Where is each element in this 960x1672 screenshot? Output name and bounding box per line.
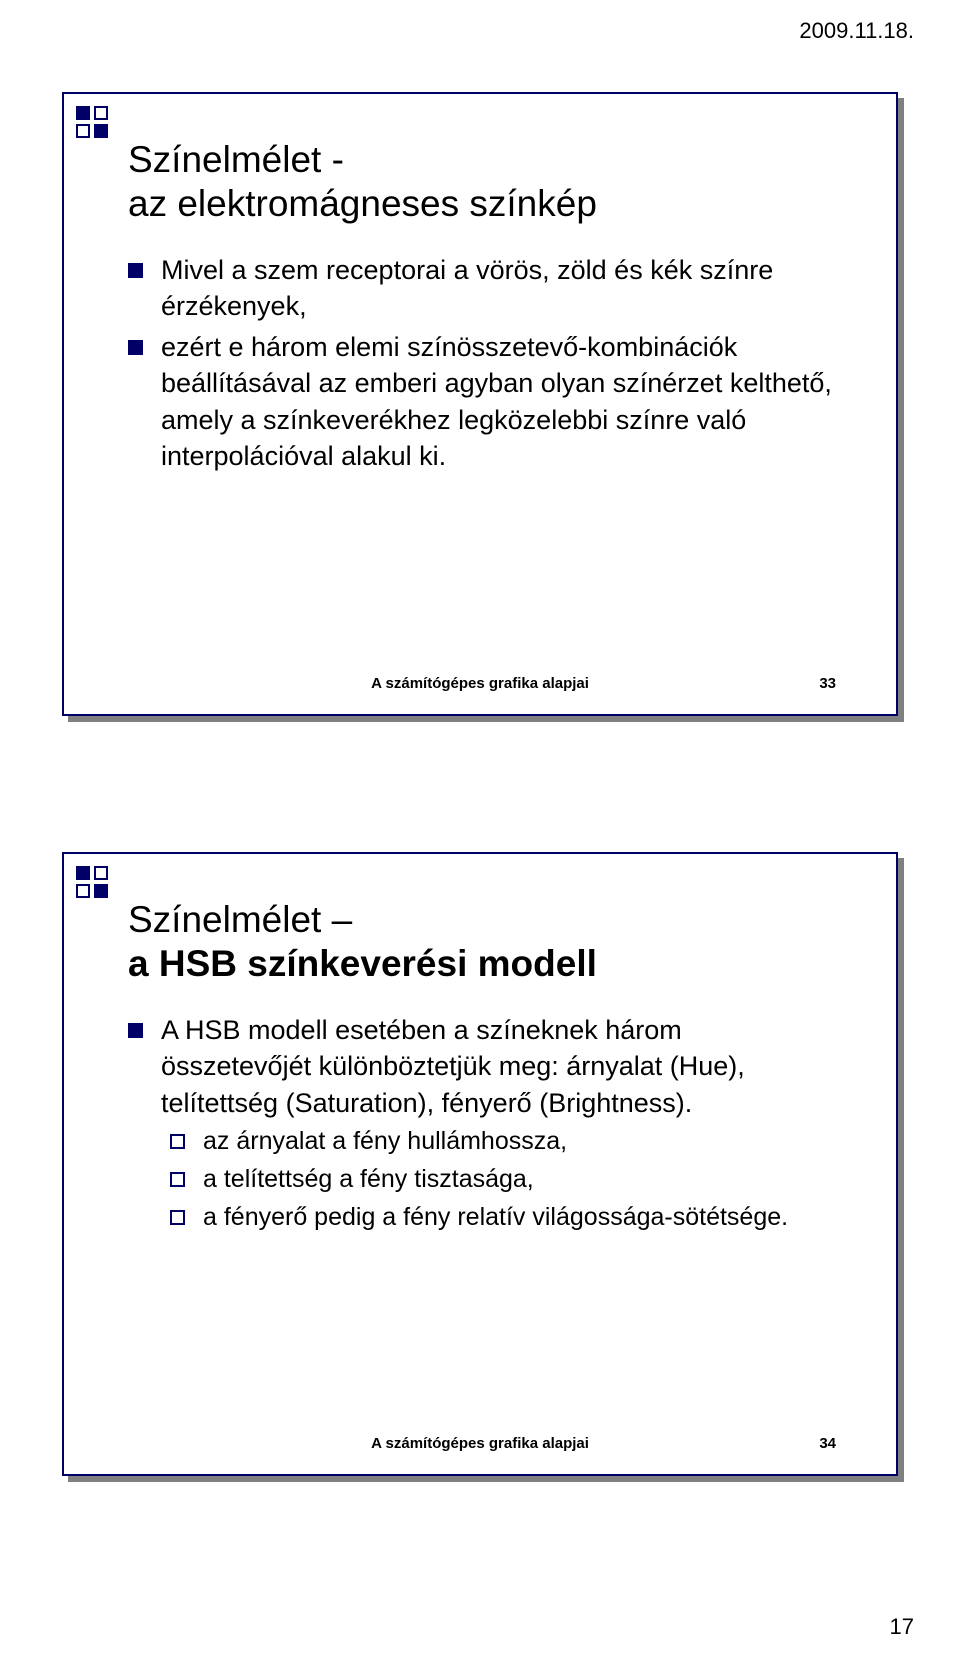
bullet-item: A HSB modell esetében a színeknek három … [128,1012,836,1121]
subbullet-text: a fényerő pedig a fény relatív világossá… [203,1201,788,1235]
slide-title-line: Színelmélet – [128,899,352,940]
deco-square-filled-icon [76,866,90,880]
slide-title-line: a HSB színkeverési modell [128,943,597,984]
slide-body: A HSB modell esetében a színeknek három … [128,1012,836,1239]
header-date: 2009.11.18. [799,18,914,44]
slide-title: Színelmélet – a HSB színkeverési modell [128,898,856,987]
corner-decoration [76,106,112,142]
bullet-text: Mivel a szem receptorai a vörös, zöld és… [161,252,836,325]
deco-square-hollow-icon [94,106,108,120]
deco-square-hollow-icon [94,866,108,880]
slide-title-line: Színelmélet - [128,139,344,180]
bullet-square-hollow-icon [170,1172,185,1187]
slide-footer: A számítógépes grafika alapjai 34 [64,1435,896,1452]
bullet-square-icon [128,1023,143,1038]
slide-1: Színelmélet - az elektromágneses színkép… [62,92,898,716]
slide-footer: A számítógépes grafika alapjai 33 [64,675,896,692]
deco-square-hollow-icon [76,124,90,138]
deco-square-filled-icon [94,884,108,898]
subbullet-item: a telítettség a fény tisztasága, [170,1163,836,1197]
slide-body: Mivel a szem receptorai a vörös, zöld és… [128,252,836,479]
subbullet-text: a telítettség a fény tisztasága, [203,1163,534,1197]
footer-text: A számítógépes grafika alapjai [371,1435,589,1452]
subbullet-item: a fényerő pedig a fény relatív világossá… [170,1201,836,1235]
slide-title: Színelmélet - az elektromágneses színkép [128,138,856,227]
bullet-item: Mivel a szem receptorai a vörös, zöld és… [128,252,836,325]
bullet-text: A HSB modell esetében a színeknek három … [161,1012,836,1121]
bullet-square-hollow-icon [170,1134,185,1149]
deco-square-filled-icon [76,106,90,120]
slide-title-line: az elektromágneses színkép [128,183,597,224]
footer-slide-number: 33 [819,675,836,692]
deco-square-filled-icon [94,124,108,138]
subbullet-text: az árnyalat a fény hullámhossza, [203,1125,567,1159]
bullet-item: ezért e három elemi színösszetevő-kombin… [128,329,836,475]
page-number: 17 [890,1614,914,1640]
slide-2: Színelmélet – a HSB színkeverési modell … [62,852,898,1476]
bullet-text: ezért e három elemi színösszetevő-kombin… [161,329,836,475]
bullet-square-hollow-icon [170,1210,185,1225]
deco-square-hollow-icon [76,884,90,898]
subbullet-item: az árnyalat a fény hullámhossza, [170,1125,836,1159]
bullet-square-icon [128,340,143,355]
footer-slide-number: 34 [819,1435,836,1452]
footer-text: A számítógépes grafika alapjai [371,675,589,692]
corner-decoration [76,866,112,902]
bullet-square-icon [128,263,143,278]
